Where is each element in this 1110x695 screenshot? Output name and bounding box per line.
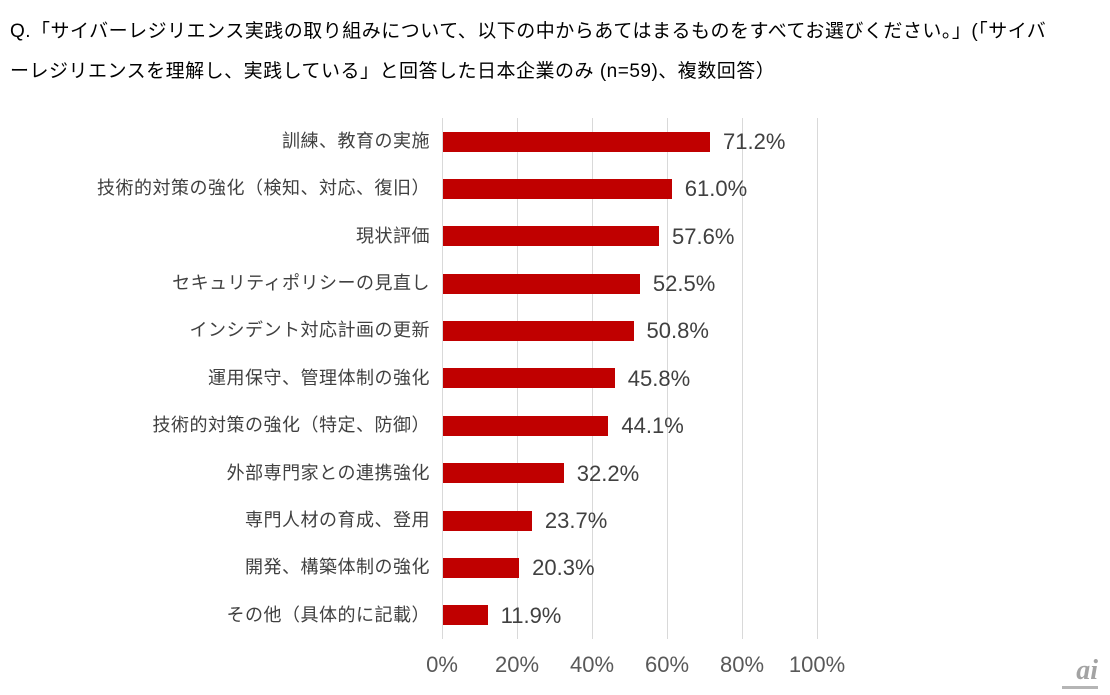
bar <box>443 226 659 247</box>
gridline-60 <box>667 118 668 639</box>
bar <box>443 273 640 294</box>
value-label: 44.1% <box>621 413 684 439</box>
category-label: セキュリティポリシーの見直し <box>172 273 430 294</box>
value-label: 50.8% <box>646 318 709 344</box>
chart-row: 技術的対策の強化（特定、防御） 44.1% <box>0 402 1110 449</box>
bar <box>443 557 520 578</box>
chart-row: 外部専門家との連携強化 32.2% <box>0 450 1110 497</box>
bar <box>443 510 532 531</box>
title-line-2: ーレジリエンスを理解し、実践している」と回答した日本企業のみ (n=59)、複数… <box>10 61 776 82</box>
category-label: 専門人材の育成、登用 <box>245 509 430 530</box>
x-axis-tick: 20% <box>494 652 540 677</box>
x-axis-tick: 40% <box>569 652 615 677</box>
value-label: 71.2% <box>723 129 786 154</box>
chart-row: その他（具体的に記載） 11.9% <box>0 592 1110 639</box>
chart-row: 現状評価 57.6% <box>0 213 1110 260</box>
value-label: 11.9% <box>500 602 562 628</box>
bar <box>443 415 609 436</box>
category-label: 外部専門家との連携強化 <box>226 462 430 483</box>
gridline-0 <box>442 118 443 639</box>
chart-row: 訓練、教育の実施 71.2% <box>0 118 1110 165</box>
logo-text: ai <box>1076 655 1098 686</box>
bar <box>443 321 634 342</box>
category-label: 訓練、教育の実施 <box>282 131 430 151</box>
bar <box>443 179 672 200</box>
x-axis-tick: 80% <box>719 652 765 677</box>
chart-row: 専門人材の育成、登用 23.7% <box>0 497 1110 544</box>
chart-row: セキュリティポリシーの見直し 52.5% <box>0 260 1110 307</box>
category-label: 現状評価 <box>356 225 430 246</box>
bar <box>443 368 615 389</box>
x-axis-tick: 0% <box>426 652 458 677</box>
category-label: 開発、構築体制の強化 <box>245 557 430 578</box>
value-label: 45.8% <box>627 365 691 391</box>
x-axis-tick: 100% <box>788 652 846 677</box>
value-label: 61.0% <box>684 176 748 202</box>
category-label: 運用保守、管理体制の強化 <box>208 367 430 388</box>
category-label: 技術的対策の強化（検知、対応、復旧） <box>97 178 430 199</box>
bar <box>443 131 710 152</box>
value-label: 57.6% <box>672 223 735 249</box>
chart-row: 運用保守、管理体制の強化 45.8% <box>0 355 1110 402</box>
chart-question-title: Q.「サイバーレジリエンス実践の取り組みについて、以下の中からあてはまるものをす… <box>10 12 1105 92</box>
bar <box>443 463 564 484</box>
value-label: 20.3% <box>532 555 595 581</box>
chart-row: インシデント対応計画の更新 50.8% <box>0 307 1110 354</box>
x-axis-tick: 60% <box>644 652 690 677</box>
logo-subtext-strip <box>1062 686 1098 689</box>
value-label: 32.2% <box>576 460 640 486</box>
category-label: 技術的対策の強化（特定、防御） <box>152 415 430 436</box>
title-line-1: Q.「サイバーレジリエンス実践の取り組みについて、以下の中からあてはまるものをす… <box>10 21 1047 42</box>
chart-row: 開発、構築体制の強化 20.3% <box>0 544 1110 591</box>
category-label: インシデント対応計画の更新 <box>189 320 430 341</box>
bar <box>443 605 488 626</box>
value-label: 52.5% <box>652 271 716 297</box>
gridline-80 <box>742 118 743 639</box>
gridline-100 <box>817 118 818 639</box>
category-label: その他（具体的に記載） <box>226 604 430 625</box>
asahi-interactive-logo: ai <box>1062 657 1098 689</box>
chart-row: 技術的対策の強化（検知、対応、復旧） 61.0% <box>0 165 1110 212</box>
value-label: 23.7% <box>544 507 608 533</box>
